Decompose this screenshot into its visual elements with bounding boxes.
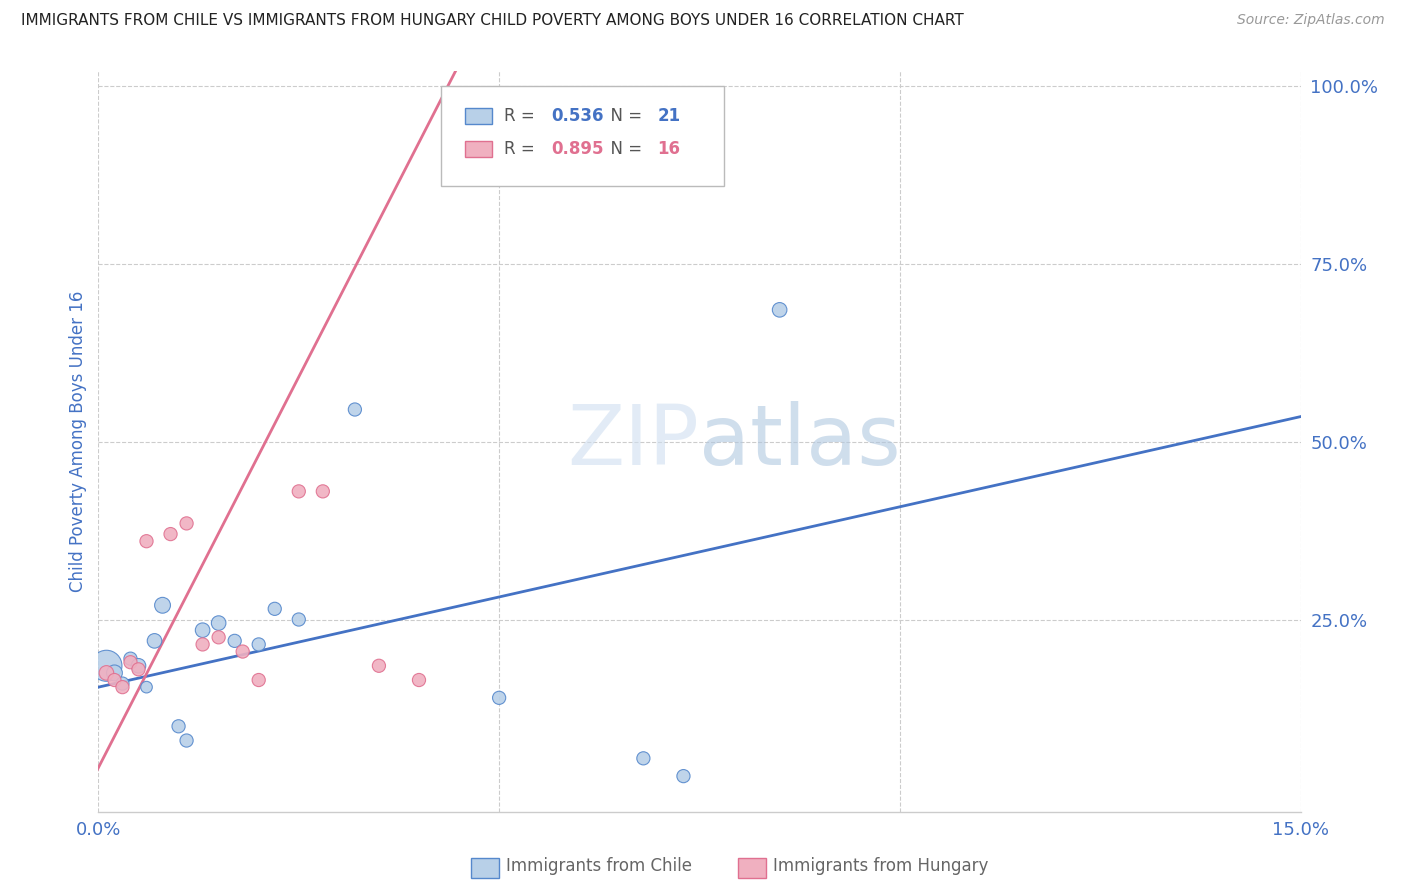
Point <box>152 599 174 613</box>
Point <box>368 658 391 673</box>
Point <box>247 673 270 687</box>
Point <box>120 651 142 665</box>
Point <box>159 527 181 541</box>
Point <box>96 665 118 680</box>
Point <box>672 769 695 783</box>
Text: Immigrants from Chile: Immigrants from Chile <box>506 857 692 875</box>
Point <box>208 616 231 631</box>
Text: atlas: atlas <box>700 401 901 482</box>
Point <box>167 719 190 733</box>
Point <box>176 516 198 531</box>
Point <box>488 690 510 705</box>
Point <box>208 630 231 644</box>
Point <box>143 633 166 648</box>
Point <box>96 658 118 673</box>
Point <box>633 751 655 765</box>
Text: IMMIGRANTS FROM CHILE VS IMMIGRANTS FROM HUNGARY CHILD POVERTY AMONG BOYS UNDER : IMMIGRANTS FROM CHILE VS IMMIGRANTS FROM… <box>21 13 965 29</box>
Point <box>191 637 214 651</box>
Point <box>232 644 254 658</box>
Text: N =: N = <box>600 140 647 158</box>
Point <box>135 680 157 694</box>
Point <box>263 602 285 616</box>
Point <box>288 484 311 499</box>
Text: N =: N = <box>600 107 647 125</box>
Point <box>312 484 335 499</box>
Text: 21: 21 <box>658 107 681 125</box>
FancyBboxPatch shape <box>441 87 724 186</box>
FancyBboxPatch shape <box>465 141 492 157</box>
Text: R =: R = <box>503 107 540 125</box>
Text: 0.895: 0.895 <box>551 140 605 158</box>
Point <box>103 665 125 680</box>
Text: 0.536: 0.536 <box>551 107 605 125</box>
Text: Source: ZipAtlas.com: Source: ZipAtlas.com <box>1237 13 1385 28</box>
Point <box>128 658 150 673</box>
Point <box>135 534 157 549</box>
Point <box>111 680 134 694</box>
Text: ZIP: ZIP <box>568 401 700 482</box>
Point <box>408 673 430 687</box>
Point <box>224 633 246 648</box>
Point <box>128 662 150 676</box>
Point <box>769 302 792 317</box>
Point <box>191 623 214 637</box>
Point <box>176 733 198 747</box>
Point <box>247 637 270 651</box>
Point <box>120 655 142 669</box>
Text: 16: 16 <box>658 140 681 158</box>
FancyBboxPatch shape <box>465 108 492 124</box>
Text: Immigrants from Hungary: Immigrants from Hungary <box>773 857 988 875</box>
Y-axis label: Child Poverty Among Boys Under 16: Child Poverty Among Boys Under 16 <box>69 291 87 592</box>
Text: R =: R = <box>503 140 540 158</box>
Point <box>103 673 125 687</box>
Point <box>288 613 311 627</box>
Point <box>343 402 366 417</box>
Point <box>111 676 134 690</box>
